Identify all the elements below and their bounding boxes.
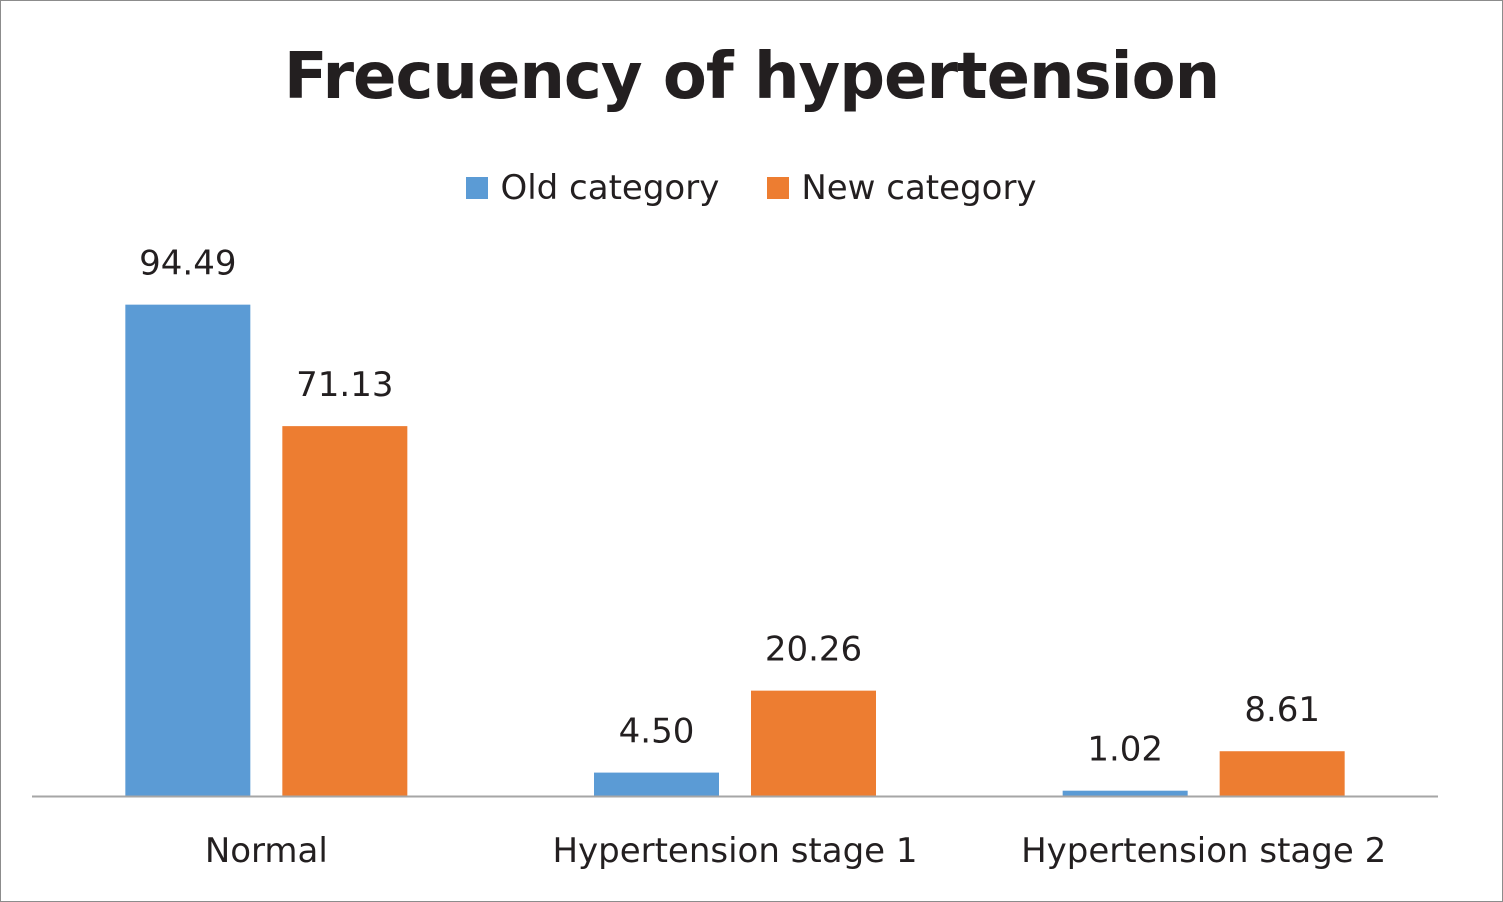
legend-item-old-category: Old category — [466, 168, 719, 208]
legend-label-new-category: New category — [801, 168, 1037, 208]
data-label-new-category-normal: 71.13 — [296, 365, 393, 405]
data-label-old-category-hypertension-stage-2: 1.02 — [1087, 730, 1163, 770]
bar-new-category-normal — [282, 426, 408, 796]
bar-new-category-hypertension-stage-2 — [1219, 751, 1345, 796]
x-tick-label: Hypertension stage 1 — [552, 831, 917, 871]
chart-title: Frecuency of hypertension — [283, 40, 1220, 114]
bar-old-category-normal — [125, 304, 251, 796]
bar-new-category-hypertension-stage-1 — [751, 690, 876, 796]
legend-swatch-new-category — [767, 177, 790, 199]
data-label-new-category-hypertension-stage-1: 20.26 — [765, 630, 862, 670]
legend-swatch-old-category — [466, 177, 489, 199]
data-label-old-category-hypertension-stage-1: 4.50 — [619, 712, 695, 752]
x-tick-label: Hypertension stage 2 — [1021, 831, 1386, 871]
data-label-new-category-hypertension-stage-2: 8.61 — [1244, 690, 1320, 730]
legend-item-new-category: New category — [767, 168, 1037, 208]
legend-label-old-category: Old category — [500, 168, 720, 208]
x-tick-label: Normal — [205, 831, 328, 871]
chart-legend: Old category New category — [0, 168, 1503, 208]
bar-old-category-hypertension-stage-1 — [594, 772, 719, 796]
bar-old-category-hypertension-stage-2 — [1062, 790, 1188, 796]
data-label-old-category-normal: 94.49 — [139, 244, 236, 284]
